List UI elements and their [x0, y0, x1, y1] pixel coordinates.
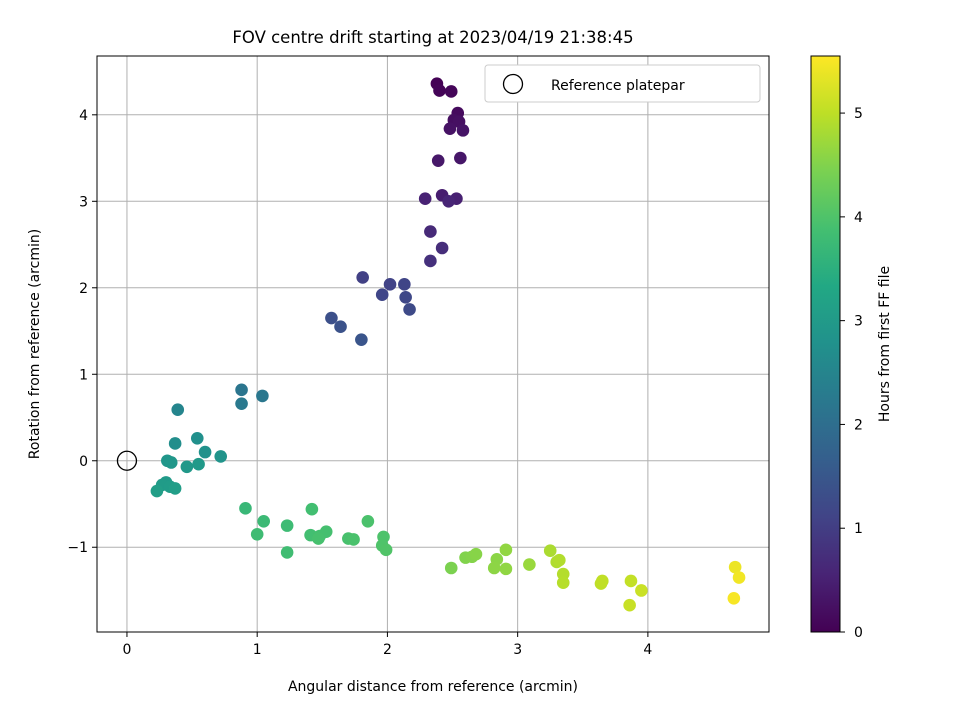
legend-entry-label: Reference platepar	[551, 78, 685, 94]
y-tick-label: 3	[79, 194, 88, 210]
data-point	[164, 456, 178, 469]
y-axis-label: Rotation from reference (arcmin)	[27, 229, 43, 459]
x-axis-label: Angular distance from reference (arcmin)	[288, 679, 578, 695]
colorbar-tick-label: 4	[854, 210, 863, 226]
data-point	[198, 445, 212, 459]
colorbar-tick-label: 1	[854, 521, 863, 537]
reference-point	[116, 450, 138, 471]
data-point	[732, 571, 746, 584]
data-point	[383, 278, 397, 291]
data-point	[361, 514, 375, 528]
data-point	[379, 543, 393, 557]
plot-area	[96, 55, 770, 633]
data-point	[375, 288, 389, 302]
data-point	[523, 558, 536, 571]
x-tick-label: 2	[383, 642, 392, 658]
data-point	[235, 397, 248, 410]
data-point	[442, 194, 455, 208]
colorbar-gradient	[810, 55, 841, 633]
data-point	[556, 567, 570, 581]
data-point	[403, 303, 416, 316]
chart-title: FOV centre drift starting at 2023/04/19 …	[232, 28, 633, 47]
legend-marker-icon	[502, 73, 524, 95]
colorbar-tick-label: 5	[854, 106, 863, 122]
data-point	[556, 576, 570, 590]
x-tick-label: 0	[122, 642, 131, 658]
data-point	[431, 154, 445, 167]
legend-box	[484, 64, 761, 103]
colorbar-tick-label: 2	[854, 417, 863, 433]
data-point	[257, 514, 270, 528]
data-point	[728, 560, 742, 574]
data-point	[214, 450, 228, 463]
y-tick-label: −1	[67, 540, 88, 556]
data-point	[190, 431, 204, 445]
x-tick-label: 4	[643, 642, 652, 658]
colorbar-label: Hours from first FF file	[877, 266, 893, 422]
data-point	[727, 591, 741, 605]
data-point	[334, 320, 347, 334]
data-point	[250, 527, 264, 541]
data-point	[444, 85, 458, 98]
data-point	[553, 553, 566, 567]
data-point	[499, 543, 513, 557]
colorbar: 0 1 2 3 4 5 Hours from first FF file	[810, 55, 893, 641]
colorbar-ticks: 0 1 2 3 4 5	[840, 106, 863, 641]
data-point	[235, 383, 248, 397]
data-point	[456, 124, 470, 137]
data-point	[454, 151, 467, 165]
data-point	[168, 437, 182, 450]
data-point	[280, 546, 294, 559]
data-point	[192, 457, 205, 471]
data-point	[168, 482, 182, 495]
data-point	[305, 502, 319, 516]
data-point	[443, 122, 457, 135]
data-point	[596, 574, 609, 588]
data-point	[171, 403, 185, 417]
x-tick-label: 3	[513, 642, 522, 658]
data-point	[280, 519, 294, 532]
data-point	[444, 561, 458, 575]
data-point	[312, 532, 325, 545]
reference-platepar-marker	[116, 450, 138, 471]
y-axis-ticks: −1 0 1 2 3 4	[67, 108, 97, 556]
data-point	[424, 225, 437, 238]
data-point	[325, 311, 338, 325]
data-point	[418, 192, 432, 206]
plot-frame	[96, 55, 770, 633]
data-point	[239, 502, 252, 515]
colorbar-tick-label: 0	[854, 625, 863, 641]
data-point	[487, 561, 501, 575]
data-point	[433, 84, 446, 97]
colorbar-tick-label: 3	[854, 314, 863, 330]
data-point	[356, 271, 369, 284]
data-point	[543, 544, 557, 558]
data-point	[635, 584, 648, 597]
data-point	[256, 389, 269, 403]
legend: Reference platepar	[484, 64, 761, 103]
y-tick-label: 4	[79, 108, 88, 124]
data-points	[150, 77, 746, 612]
y-tick-label: 1	[79, 367, 88, 383]
data-point	[435, 241, 449, 255]
y-tick-label: 2	[79, 281, 88, 297]
data-point	[355, 333, 368, 346]
x-tick-label: 1	[253, 642, 262, 658]
data-point	[150, 484, 164, 498]
grid-lines	[97, 56, 769, 632]
data-point	[347, 533, 360, 546]
data-point	[469, 547, 483, 561]
data-point	[399, 290, 412, 304]
data-point	[180, 460, 194, 474]
y-tick-label: 0	[79, 454, 88, 470]
data-point	[424, 254, 437, 268]
data-point	[499, 562, 513, 576]
data-point	[624, 574, 638, 588]
x-axis-ticks: 0 1 2 3 4	[122, 632, 652, 658]
data-point	[623, 598, 636, 612]
data-point	[398, 278, 411, 291]
